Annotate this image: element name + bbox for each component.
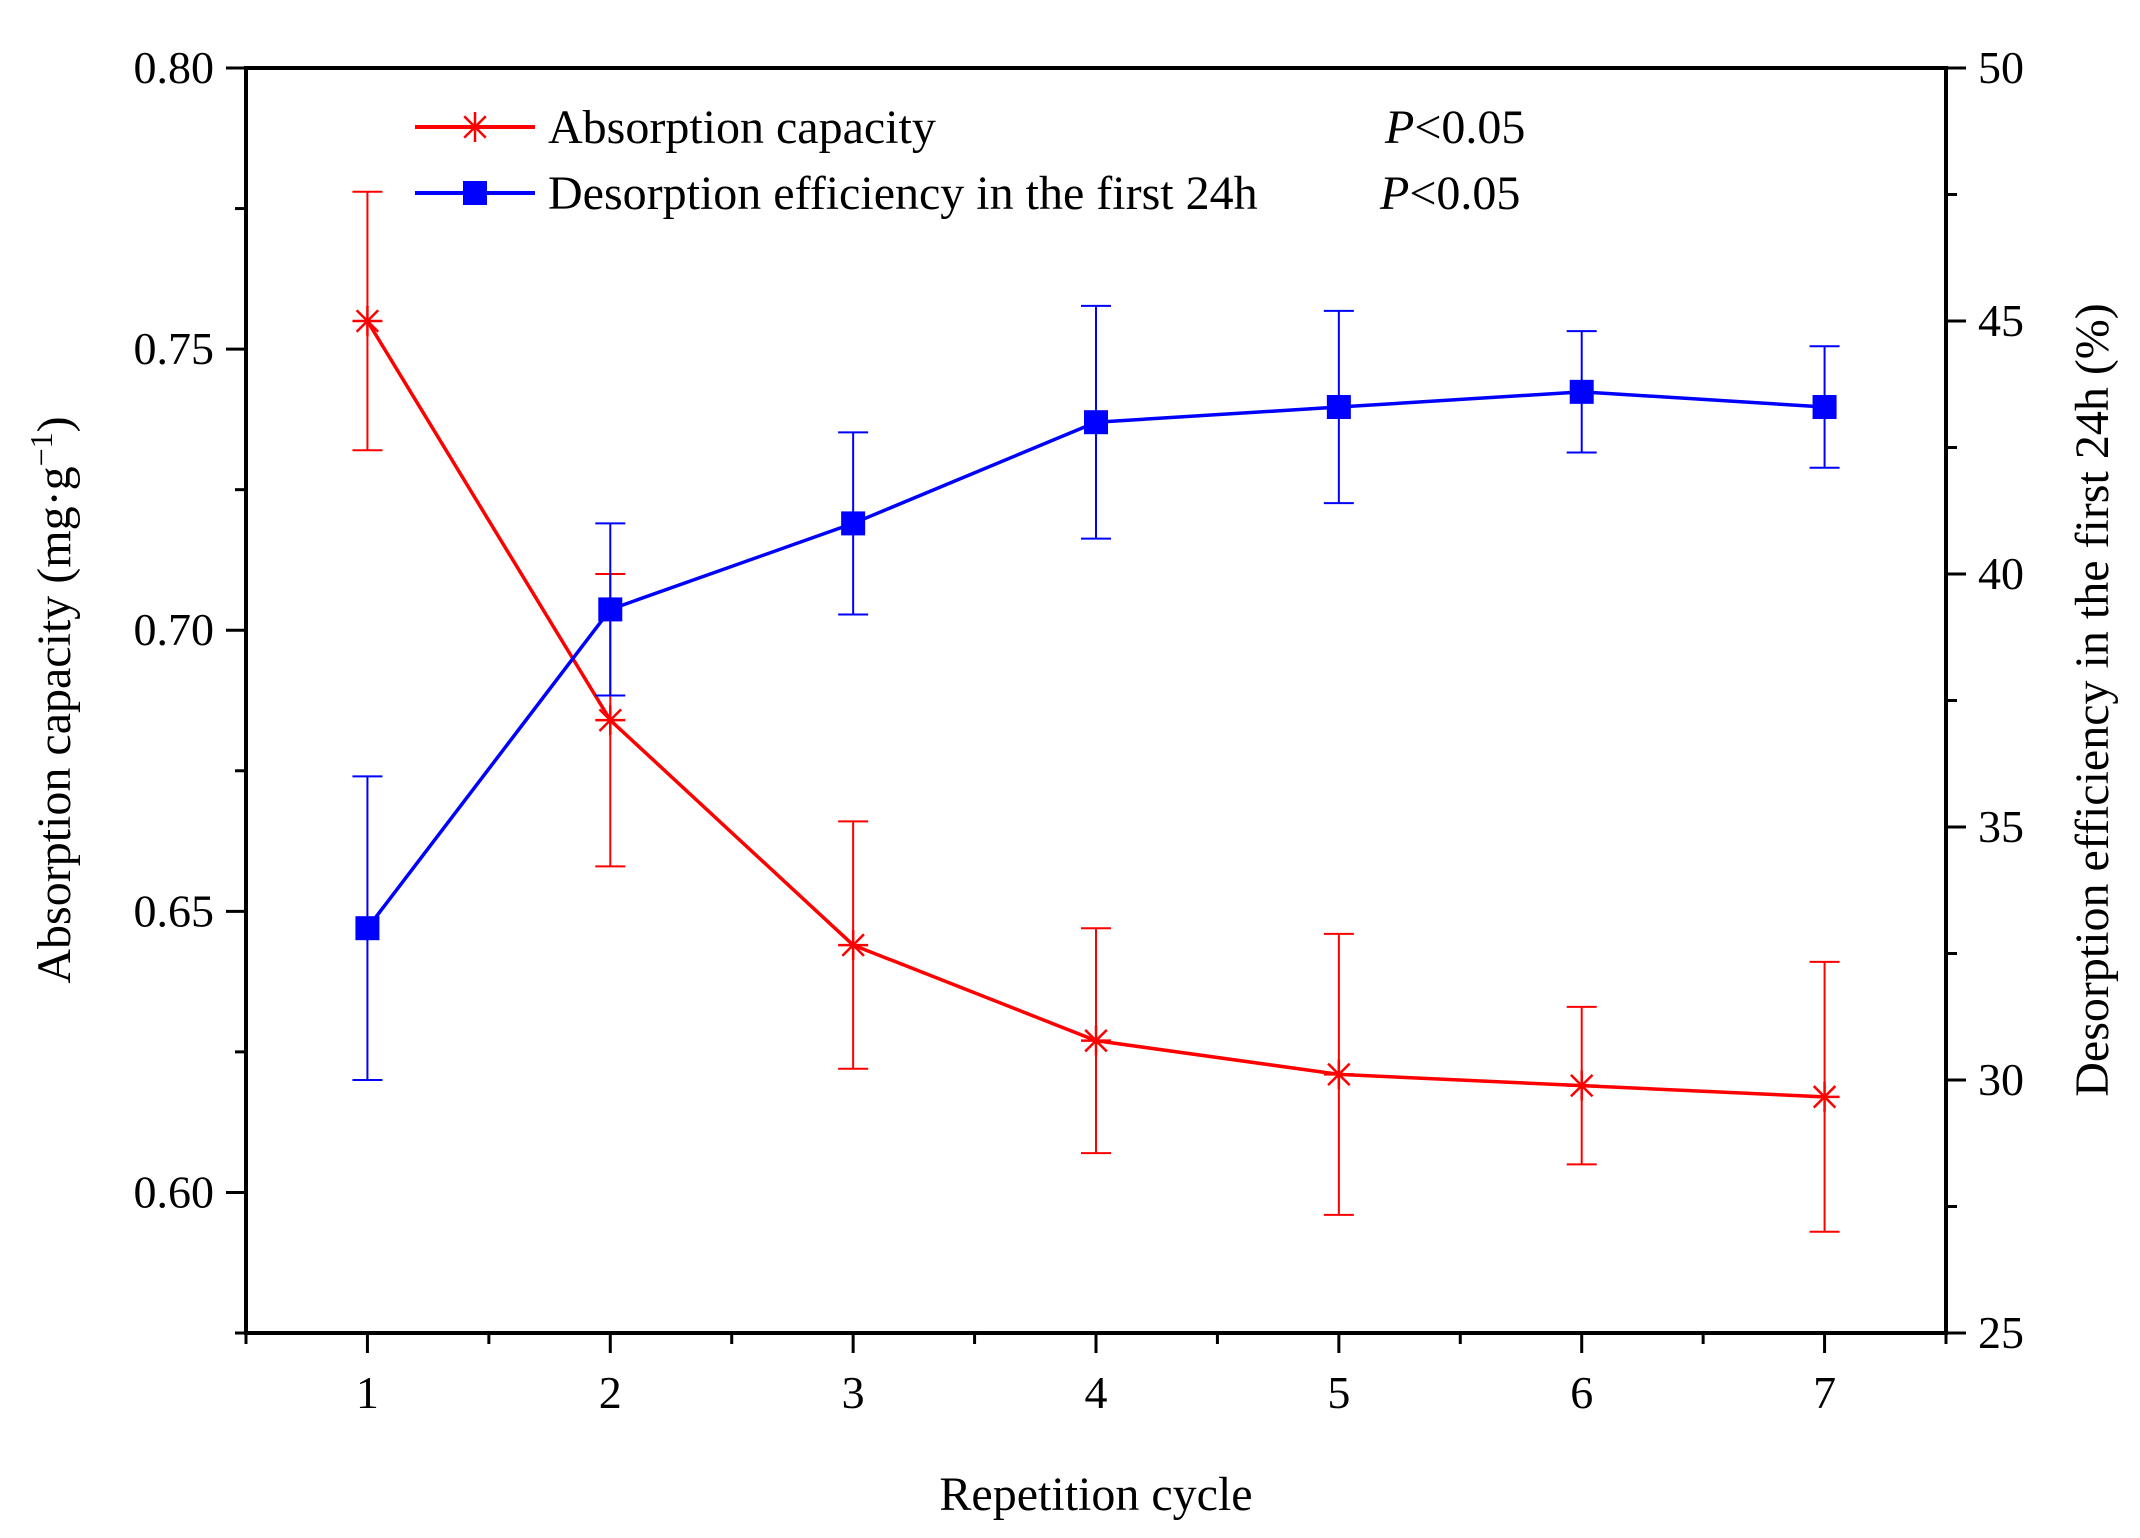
y-left-tick-label: 0.80 [134,42,215,93]
data-point-absorption [352,306,383,336]
y-axis-left-title-sup: −1 [23,432,59,466]
y-right-tick-label: 30 [1978,1054,2024,1105]
data-point-desorption [1326,395,1351,420]
data-point-desorption [355,916,380,941]
x-axis-title: Repetition cycle [939,1468,1252,1521]
data-point-desorption [841,511,866,536]
legend-p-prefix-absorption: P [1384,101,1414,154]
y-left-tick-label: 0.70 [134,604,215,655]
legend-p-value-absorption: <0.05 [1414,101,1525,154]
x-tick-label: 3 [842,1367,865,1418]
x-tick-label: 1 [356,1367,379,1418]
series-desorption [352,304,1840,1081]
y-right-tick-label: 40 [1978,548,2024,599]
y-right-tick-label: 25 [1978,1307,2024,1358]
y-right-tick-label: 50 [1978,42,2024,93]
data-point-absorption [838,930,869,961]
data-point-absorption [1809,1081,1840,1112]
asterisk-stroke [1812,1085,1837,1109]
data-point-desorption [1084,410,1108,435]
data-point-absorption [1323,1059,1354,1090]
x-tick-label: 6 [1570,1367,1593,1418]
y-left-tick-label: 0.75 [134,323,215,374]
legend-marker-desorption [463,181,487,205]
asterisk-stroke [355,309,380,333]
asterisk-stroke [1570,1073,1594,1098]
data-point-absorption [595,705,626,736]
legend-p-absorption: P<0.05 [1384,101,1525,154]
y-axis-left-title-close: ) [28,416,81,432]
asterisk-stroke [598,708,622,732]
y-right-tick-label: 35 [1978,801,2024,852]
series-layer [352,190,1840,1233]
asterisk-stroke [1327,1062,1351,1087]
asterisk-stroke [841,933,865,957]
data-point-desorption [598,597,623,622]
legend-p-desorption: P<0.05 [1379,167,1520,220]
legend-p-prefix-desorption: P [1379,167,1409,220]
x-tick-label: 2 [599,1367,622,1418]
x-tick-label: 5 [1327,1367,1350,1418]
data-point-absorption [1566,1070,1597,1101]
legend-marker-absorption-glyph [460,112,490,142]
y-axis-left-title-main: Absorption capacity (mg·g [28,466,81,983]
x-tick-label: 7 [1813,1367,1836,1418]
legend-label-absorption: Absorption capacity [548,101,936,154]
y-axis-right-title: Desorption efficiency in the first 24h (… [2066,303,2119,1097]
series-absorption [352,190,1840,1233]
data-point-desorption [1569,379,1594,404]
y-left-tick-label: 0.60 [134,1166,215,1217]
asterisk-stroke [463,115,487,139]
legend-marker-desorption-glyph [463,181,487,205]
legend-p-value-desorption: <0.05 [1409,167,1520,220]
y-axis-left-title: Absorption capacity (mg·g−1) [23,416,81,983]
asterisk-stroke [1084,1028,1108,1053]
legend-label-desorption: Desorption efficiency in the first 24h [548,167,1258,220]
x-tick-label: 4 [1085,1367,1108,1418]
data-point-desorption [1812,395,1837,420]
y-left-tick-label: 0.65 [134,885,215,936]
legend-marker-absorption [460,112,490,142]
y-right-tick-label: 45 [1978,295,2024,346]
data-point-absorption [1081,1025,1111,1056]
legend: Absorption capacity P<0.05 Desorption ef… [415,101,1525,220]
